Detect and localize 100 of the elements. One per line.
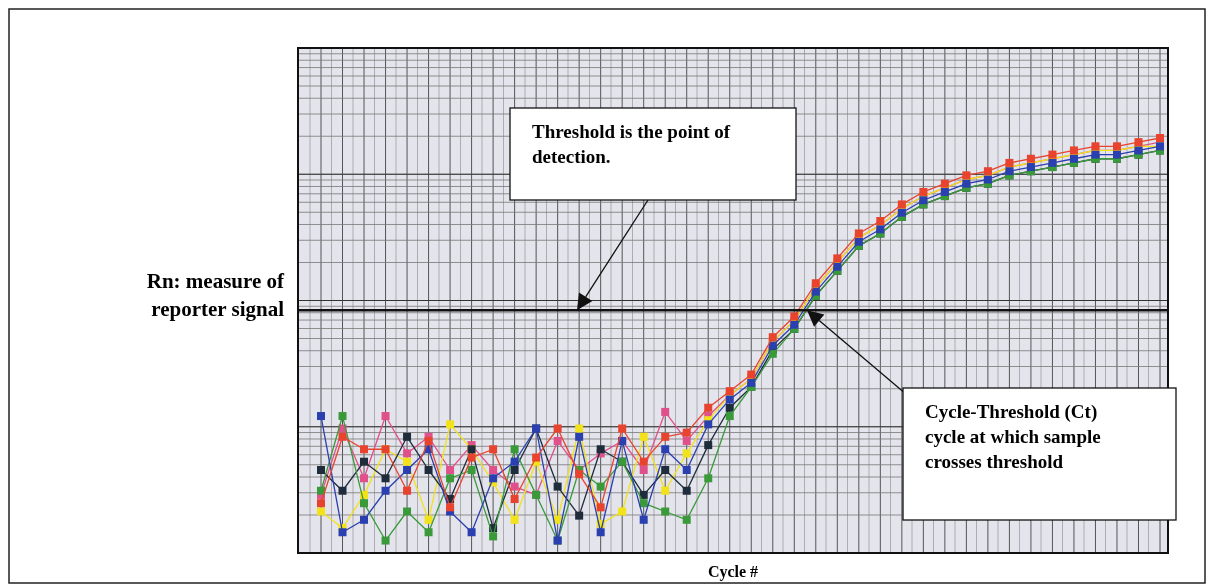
point (1026, 163, 1035, 172)
point (446, 503, 455, 512)
point (446, 466, 455, 474)
point (596, 482, 605, 491)
point (424, 515, 433, 524)
point (682, 486, 691, 495)
point (639, 490, 648, 499)
point (489, 466, 498, 474)
point (704, 441, 713, 450)
point (1134, 138, 1143, 147)
point (854, 237, 863, 246)
point (725, 412, 734, 421)
point (833, 262, 842, 271)
point (1112, 142, 1121, 151)
point (532, 453, 541, 462)
point (575, 424, 584, 433)
point (360, 515, 369, 524)
point (446, 474, 455, 483)
point (768, 341, 777, 350)
point (553, 482, 562, 491)
point (962, 171, 971, 180)
point (940, 179, 949, 188)
point (596, 503, 605, 512)
point (381, 536, 390, 545)
point (919, 196, 928, 205)
point (661, 432, 670, 441)
point (553, 424, 562, 433)
point (1091, 150, 1100, 159)
point (661, 407, 670, 416)
point (768, 349, 777, 358)
point (1005, 158, 1014, 167)
point (747, 370, 756, 379)
point (1091, 142, 1100, 151)
point (1156, 134, 1164, 142)
annotation: Cycle-Threshold (Ct) cycle at which sample crosses threshold (925, 401, 1101, 472)
point (317, 499, 325, 508)
point (360, 499, 369, 508)
point (682, 449, 691, 458)
point (682, 436, 691, 445)
point (1069, 146, 1078, 155)
point (1005, 167, 1014, 176)
point (489, 445, 498, 454)
point (768, 333, 777, 342)
point (876, 217, 885, 225)
point (876, 225, 885, 234)
point (682, 466, 691, 474)
point (338, 486, 347, 495)
point (489, 532, 498, 541)
point (510, 482, 519, 491)
point (424, 528, 433, 537)
point (510, 445, 519, 454)
point (360, 474, 369, 483)
point (403, 449, 412, 458)
point (510, 495, 519, 504)
point (661, 486, 670, 495)
point (618, 507, 627, 516)
point (575, 470, 584, 479)
point (467, 453, 476, 462)
point (381, 486, 390, 495)
point (725, 395, 734, 404)
point (962, 179, 971, 188)
point (897, 208, 906, 217)
point (1048, 150, 1057, 159)
point (661, 445, 670, 454)
point (1026, 154, 1035, 163)
point (510, 466, 519, 474)
point (317, 412, 325, 421)
point (618, 424, 627, 433)
point (403, 507, 412, 516)
point (596, 528, 605, 537)
point (725, 403, 734, 412)
point (1069, 154, 1078, 163)
point (1048, 158, 1057, 167)
point (661, 507, 670, 516)
point (424, 466, 433, 474)
point (446, 420, 455, 429)
point (1134, 146, 1143, 155)
point (983, 175, 992, 184)
point (317, 486, 325, 495)
point (704, 420, 713, 429)
point (639, 457, 648, 466)
point (682, 428, 691, 437)
point (725, 387, 734, 396)
point (575, 511, 584, 520)
point (661, 466, 670, 474)
point (919, 187, 928, 196)
point (403, 486, 412, 495)
point (510, 515, 519, 524)
point (467, 466, 476, 474)
point (790, 320, 799, 329)
point (338, 412, 347, 421)
point (639, 499, 648, 508)
x-axis-title: Cycle # (707, 563, 759, 581)
point (360, 457, 369, 466)
point (467, 528, 476, 537)
point (790, 312, 799, 321)
point (811, 287, 820, 296)
point (403, 466, 412, 474)
point (317, 466, 325, 474)
point (682, 515, 691, 524)
